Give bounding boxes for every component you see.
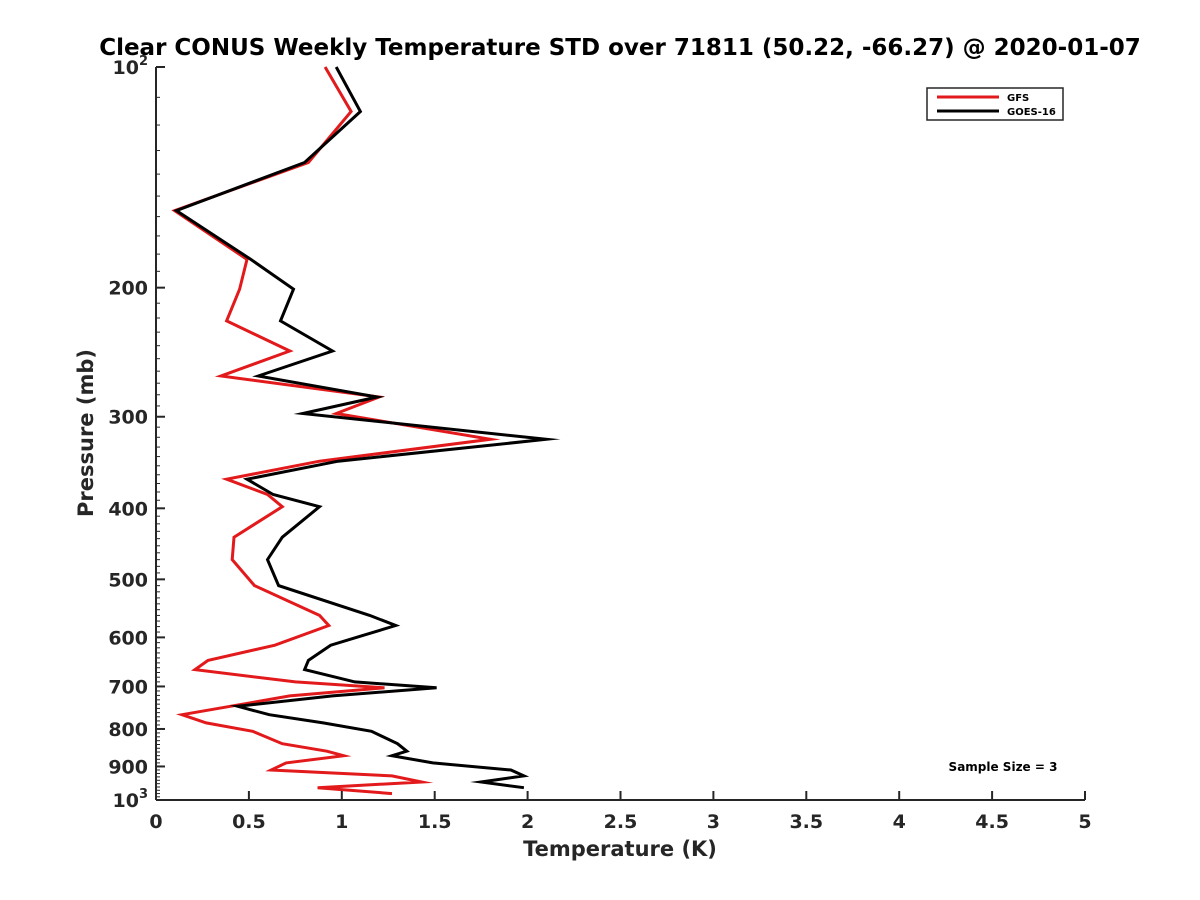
x-tick-label: 2.5 xyxy=(604,811,638,833)
x-tick-label: 1.5 xyxy=(418,811,452,833)
y-tick-label: 600 xyxy=(108,627,148,649)
x-tick-label: 2 xyxy=(521,811,534,833)
legend-box xyxy=(926,87,1064,121)
x-tick-label: 3.5 xyxy=(789,811,823,833)
x-axis-label: Temperature (K) xyxy=(523,837,717,861)
x-tick-label: 5 xyxy=(1078,811,1091,833)
y-tick-label: 800 xyxy=(108,719,148,741)
y-tick-label: 500 xyxy=(108,569,148,591)
sample-size-annotation: Sample Size = 3 xyxy=(949,760,1058,774)
y-tick-label: 300 xyxy=(108,407,148,429)
chart-title: Clear CONUS Weekly Temperature STD over … xyxy=(99,35,1141,61)
y-tick-label: 102 xyxy=(113,54,149,79)
legend-label-goes-16: GOES-16 xyxy=(1007,107,1056,118)
series-layer xyxy=(171,66,561,796)
x-tick-label: 4 xyxy=(893,811,906,833)
y-tick-label: 103 xyxy=(113,787,149,812)
series-line-gfs xyxy=(171,66,501,796)
y-tick-label: 700 xyxy=(108,676,148,698)
axes-layer: 0 0.5 1 1.5 2 2.5 3 3.5 4 4.5 5 102 200 300 400 500 600 7… xyxy=(108,54,1091,833)
x-tick-label: 1 xyxy=(335,811,348,833)
y-tick-label: 900 xyxy=(108,756,148,778)
x-tick-label: 0 xyxy=(149,811,162,833)
x-tick-label: 3 xyxy=(707,811,720,833)
legend-label-gfs: GFS xyxy=(1007,93,1029,104)
y-tick-label: 400 xyxy=(108,498,148,520)
x-tick-label: 0.5 xyxy=(232,811,266,833)
series-line-goes-16 xyxy=(173,66,561,790)
y-axis-label: Pressure (mb) xyxy=(74,349,98,517)
x-tick-label: 4.5 xyxy=(975,811,1009,833)
y-tick-label: 200 xyxy=(108,278,148,300)
legend: GFS GOES-16 xyxy=(926,87,1064,121)
